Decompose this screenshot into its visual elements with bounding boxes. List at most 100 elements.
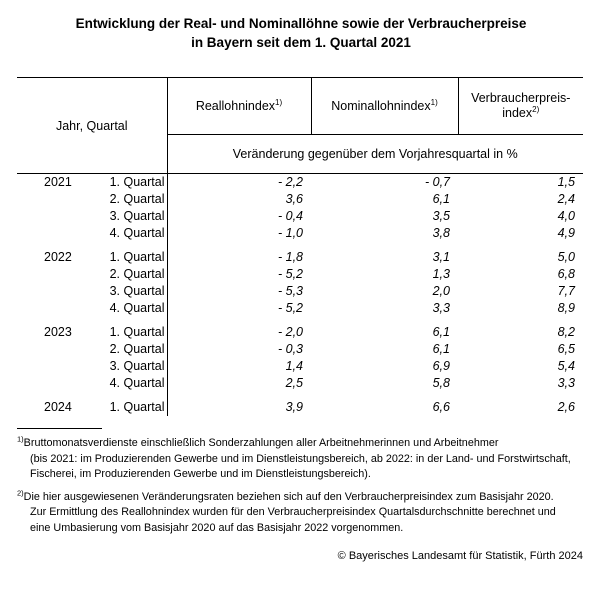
table-row: 3. Quartal - 5,3 2,0 7,7 [17,283,583,300]
column-header-verbraucherpreisindex: Verbraucherpreis- index2) [458,77,583,135]
row-header-label: Jahr, Quartal [55,118,128,133]
reallohnindex-value: 1,4 [285,359,303,373]
year-label: 2022 [44,250,72,264]
verbraucherpreisindex-value: 3,3 [557,376,575,390]
footnote-2-line2: Zur Ermittlung des Reallohnindex wurden … [30,506,556,518]
reallohnindex-value: 3,6 [285,192,303,206]
verbraucherpreisindex-value: 8,9 [557,301,575,315]
footnote-ref-1: 1) [275,97,283,107]
footnote-1: 1)Bruttomonatsverdienste einschließlich … [17,434,589,483]
table-row: 4. Quartal - 5,2 3,3 8,9 [17,300,583,317]
nominallohnindex-value: 6,9 [432,359,450,373]
reallohnindex-value: - 2,0 [277,325,303,339]
column-header-jahr-quartal: Jahr, Quartal [17,77,168,174]
quarter-label: 3. Quartal [109,284,165,298]
page-title: Entwicklung der Real- und Nominallöhne s… [0,14,602,52]
subheader-unit-label: Veränderung gegenüber dem Vorjahresquart… [232,147,518,161]
verbraucherpreisindex-value: 6,8 [557,267,575,281]
table-row: 2024 1. Quartal 3,9 6,6 2,6 [17,392,583,416]
footnote-2: 2)Die hier ausgewiesenen Veränderungsrat… [17,487,589,537]
verbraucherpreisindex-label-line1: Verbraucherpreis- [471,91,571,105]
quarter-label: 4. Quartal [109,226,165,240]
verbraucherpreisindex-value: 7,7 [557,284,575,298]
table-row: 3. Quartal - 0,4 3,5 4,0 [17,208,583,225]
verbraucherpreisindex-value: 4,9 [557,226,575,240]
quarter-label: 1. Quartal [109,175,165,189]
nominallohnindex-value: 3,8 [432,226,450,240]
verbraucherpreisindex-value: 5,4 [557,359,575,373]
table-row: 2. Quartal - 0,3 6,1 6,5 [17,341,583,358]
reallohnindex-value: - 5,2 [277,301,303,315]
footnote-2-marker: 2) [17,487,24,497]
verbraucherpreisindex-value: 2,4 [557,192,575,206]
quarter-label: 3. Quartal [109,359,165,373]
reallohnindex-value: 3,9 [285,400,303,414]
verbraucherpreisindex-value: 8,2 [557,325,575,339]
footnote-1-line3: Fischerei, im Produzierenden Gewerbe und… [30,468,371,480]
nominallohnindex-value: - 0,7 [424,175,450,189]
table-row: 2023 1. Quartal - 2,0 6,1 8,2 [17,317,583,341]
quarter-label: 1. Quartal [109,400,165,414]
reallohnindex-value: - 0,3 [277,342,303,356]
quarter-label: 2. Quartal [109,342,165,356]
table-body: 2021 1. Quartal - 2,2 - 0,7 1,5 2. Quarta… [17,173,583,416]
footnote-1-marker: 1) [17,434,24,444]
verbraucherpreisindex-value: 1,5 [557,175,575,189]
nominallohnindex-value: 6,1 [432,192,450,206]
table-row: 4. Quartal - 1,0 3,8 4,9 [17,225,583,242]
reallohnindex-value: 2,5 [285,376,303,390]
table-row: 2. Quartal 3,6 6,1 2,4 [17,191,583,208]
nominallohnindex-value: 3,5 [432,209,450,223]
subheader-unit: Veränderung gegenüber dem Vorjahresquart… [167,134,583,174]
table-row: 2021 1. Quartal - 2,2 - 0,7 1,5 [17,173,583,191]
reallohnindex-value: - 0,4 [277,209,303,223]
quarter-label: 1. Quartal [109,250,165,264]
reallohnindex-value: - 1,0 [277,226,303,240]
nominallohnindex-value: 1,3 [432,267,450,281]
column-header-nominallohnindex: Nominallohnindex1) [311,77,459,135]
quarter-label: 4. Quartal [109,376,165,390]
footnote-separator-rule [17,428,102,429]
table-header: Jahr, Quartal Reallohnindex1) Nominalloh… [17,77,583,174]
copyright-notice: © Bayerisches Landesamt für Statistik, F… [337,550,583,562]
quarter-label: 2. Quartal [109,192,165,206]
footnote-2-line1: Die hier ausgewiesenen Veränderungsraten… [23,490,554,503]
reallohnindex-label: Reallohnindex [195,98,276,113]
footnote-ref-1b: 1) [430,97,438,107]
nominallohnindex-value: 6,1 [432,325,450,339]
quarter-label: 1. Quartal [109,325,165,339]
verbraucherpreisindex-value: 5,0 [557,250,575,264]
footnote-2-line3: eine Umbasierung vom Basisjahr 2020 auf … [30,521,404,534]
statistics-table: Jahr, Quartal Reallohnindex1) Nominalloh… [17,77,583,416]
reallohnindex-value: - 1,8 [277,250,303,264]
table-row: 2022 1. Quartal - 1,8 3,1 5,0 [17,242,583,266]
quarter-label: 3. Quartal [109,209,165,223]
verbraucherpreisindex-label-line2: index [502,106,533,120]
table-row: 3. Quartal 1,4 6,9 5,4 [17,358,583,375]
reallohnindex-value: - 5,2 [277,267,303,281]
nominallohnindex-value: 5,8 [432,376,450,390]
reallohnindex-value: - 2,2 [277,175,303,189]
footnote-1-line1: Bruttomonatsverdienste einschließlich So… [23,437,499,449]
verbraucherpreisindex-value: 6,5 [557,342,575,356]
quarter-label: 2. Quartal [109,267,165,281]
nominallohnindex-value: 6,1 [432,342,450,356]
year-label: 2021 [44,175,72,189]
quarter-label: 4. Quartal [109,301,165,315]
table-row: 2. Quartal - 5,2 1,3 6,8 [17,266,583,283]
nominallohnindex-value: 2,0 [432,284,450,298]
verbraucherpreisindex-value: 2,6 [557,400,575,414]
verbraucherpreisindex-value: 4,0 [557,209,575,223]
footnote-ref-2: 2) [532,104,540,114]
page-title-line1: Entwicklung der Real- und Nominallöhne s… [75,16,527,31]
column-header-reallohnindex: Reallohnindex1) [167,77,312,135]
nominallohnindex-value: 3,1 [432,250,450,264]
page-title-line2: in Bayern seit dem 1. Quartal 2021 [191,35,411,50]
nominallohnindex-label: Nominallohnindex [331,98,431,113]
reallohnindex-value: - 5,3 [277,284,303,298]
table-row: 4. Quartal 2,5 5,8 3,3 [17,375,583,392]
footnote-1-line2: (bis 2021: im Produzierenden Gewerbe und… [30,452,571,465]
year-label: 2024 [44,400,72,414]
footnotes-section: 1)Bruttomonatsverdienste einschließlich … [17,434,589,543]
